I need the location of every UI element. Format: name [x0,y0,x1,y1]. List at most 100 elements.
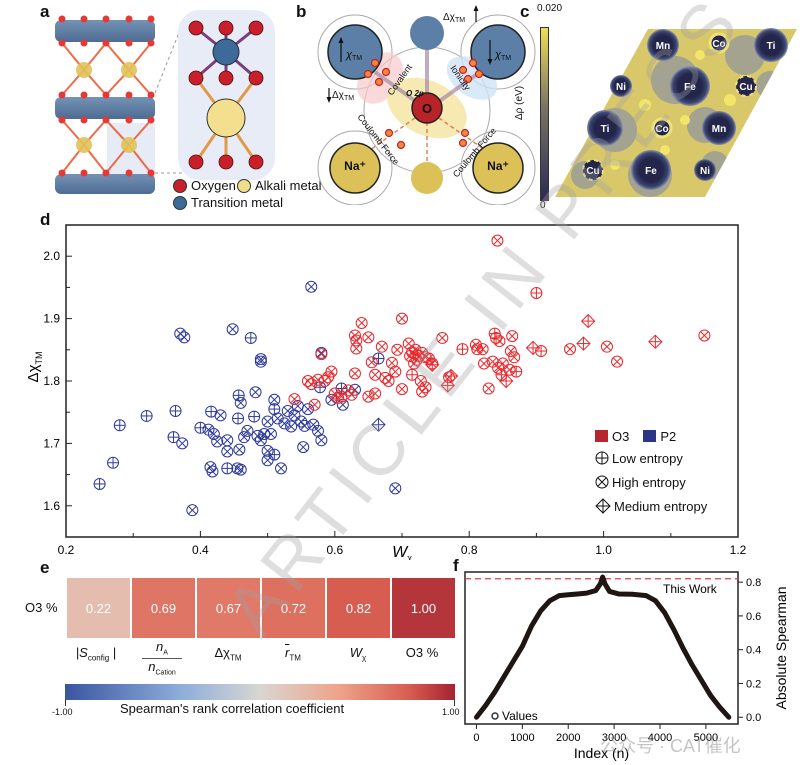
scatter-point-p2 [221,434,234,447]
scatter-point-p2 [206,465,219,478]
colorbar-min-value: -1.00 [52,707,73,717]
scatter-point-o3 [530,287,543,300]
atom-label: Fe [645,166,657,177]
scatter-point-o3 [419,381,432,394]
scatter-point-o3 [503,363,516,376]
atom-label: Ti [767,41,776,52]
scatter-point-p2 [278,417,291,430]
scatter-point-p2 [176,437,189,450]
charge-density-colorbar [540,27,549,201]
x-tick-label: 1.2 [730,543,747,557]
na-right-label: Na⁺ [487,159,509,173]
line-y-tick-label: 0.6 [746,611,761,623]
line-y-tick-label: 0.8 [746,577,761,589]
scatter-point-o3 [389,365,402,378]
scatter-point-p2 [307,418,320,431]
transition-metal-swatch-icon [173,195,187,210]
legend-low-entropy-label: Low entropy [612,450,683,466]
scatter-point-p2 [167,431,180,444]
y-axis-label: ΔχTM [25,352,44,383]
scatter-point-p2 [268,448,281,461]
scatter-point-o3 [350,342,363,355]
scatter-point-p2 [169,404,182,417]
scatter-point-o3 [440,378,455,393]
scatter-point-p2 [301,403,314,416]
scatter-point-p2 [372,352,385,365]
scatter-point-o3 [308,398,321,411]
heatmap-cell-value: 1.00 [410,600,437,616]
scatter-point-o3 [414,375,427,387]
scatter-point-o3 [406,368,419,381]
scatter-point-p2 [207,428,220,441]
scatter-point-o3 [305,378,318,391]
crystal-structure-diagram [55,10,275,194]
x-tick-label: 0.4 [192,543,209,557]
heatmap-xlabel-sconfig: |Sconfig | [75,645,117,663]
scatter-point-p2 [264,428,277,441]
values-legend-icon [491,712,499,720]
legend-alkali: Alkali metal [237,178,321,193]
source-tag: 公众号 · CAT催化 [600,736,741,756]
line-x-tick-label: 2000 [556,732,580,744]
scatter-point-p2 [113,419,126,432]
scatter-point-p2 [221,462,234,475]
x-tick-label: 0.6 [326,543,343,557]
scatter-point-p2 [275,462,288,475]
scatter-point-p2 [298,419,311,432]
scatter-point-p2 [248,410,261,423]
panel-e-letter: e [40,558,50,577]
legend-high-entropy-label: High entropy [612,474,686,490]
oxygen-swatch-icon [173,178,187,193]
scatter-point-p2 [211,435,224,448]
scatter-point-p2 [214,409,227,422]
atom-label: Mn [656,41,670,52]
scatter-point-o3 [369,387,382,400]
y-tick-label: 1.7 [43,436,60,450]
tm-layers [55,20,155,194]
colorbar-max-value: 1.00 [442,707,460,717]
scatter-point-o3 [436,331,449,344]
scatter-point-p2 [305,280,318,293]
heatmap-xlabel-delta-chi: ΔχTM [214,645,242,663]
scatter-point-o3 [382,375,395,387]
tm-atom-top [410,16,444,50]
atom-label: Mn [712,124,726,135]
scatter-point-o3 [391,343,404,356]
scatter-point-o3 [600,340,613,353]
panel-d-letter: d [40,210,51,229]
scatter-point-p2 [234,396,247,409]
scatter-point-o3 [504,345,517,358]
scatter-point-o3 [525,340,541,356]
scatter-point-p2 [389,482,402,495]
heatmap-cell: 0.69 [132,578,195,638]
correlation-colorbar [65,684,455,700]
scatter-point-o3 [362,331,375,344]
values-legend-label: Values [502,709,538,723]
tm-atom-left [327,24,383,80]
y-tick-label: 1.6 [43,499,60,513]
scatter-chart: 0.2 0.4 0.6 0.8 1.0 1.2 1.6 1.7 1.8 1.9 2.0 Wχ ΔχT… [25,224,747,560]
scatter-point-p2 [261,444,274,457]
scatter-point-o3 [345,388,358,401]
circle-x-icon [595,475,609,489]
legend-oxygen-label: Oxygen [191,178,236,193]
scatter-point-p2 [325,393,338,406]
x-axis-label: Wχ [392,544,412,560]
legend-alkali-label: Alkali metal [255,178,322,193]
colorbar-axis-label: Δρ (eV) [514,85,525,120]
scatter-point-p2 [238,431,251,444]
scatter-point-o3 [491,234,504,247]
scatter-point-o3 [409,343,422,356]
o3-swatch-icon [595,430,608,442]
line-x-tick-label: 3000 [602,732,626,744]
alkali-swatch-icon [237,178,251,193]
heatmap-xlabel-w-chi: Wχ [349,645,367,663]
scatter-point-o3 [443,368,459,384]
atom-label: Co [712,39,725,50]
heatmap-cell-value: 0.72 [280,600,307,616]
heatmap-xlabel-r-tm: rTM [285,645,301,663]
scatter-point-p2 [107,456,120,469]
atom-label: Ti [601,124,610,135]
scatter-point-o3 [325,365,338,378]
line-y-tick-label: 0.0 [746,712,761,724]
